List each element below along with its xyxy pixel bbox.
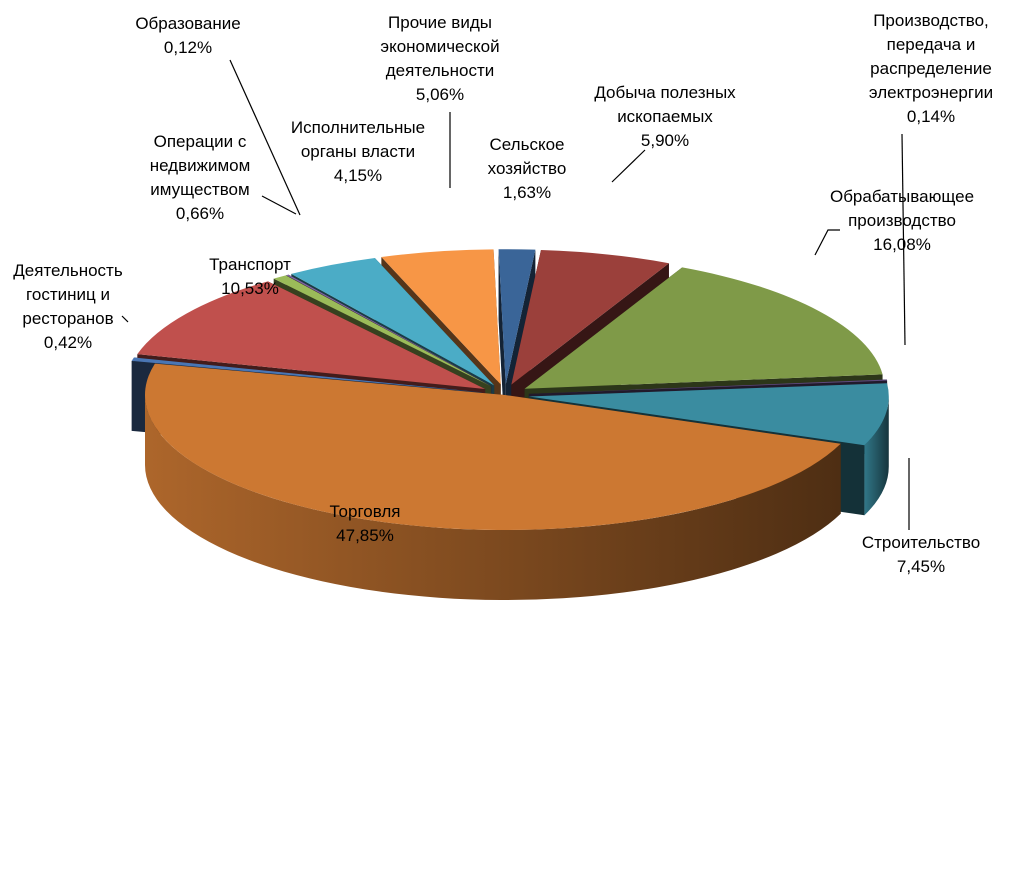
slice-top-2 [511,250,669,385]
slice-name-line: ресторанов [22,309,113,328]
slice-name-line: Образование [135,14,240,33]
slice-name-line: распределение [870,59,992,78]
slice-name-line: Операции с [154,132,247,151]
slice-name-line: Прочие виды [388,13,492,32]
slice-value-label: 4,15% [334,166,382,185]
slice-value-label: 0,66% [176,204,224,223]
slice-name-line: Транспорт [209,255,291,274]
leader-line-2 [611,149,646,183]
slice-top-12 [381,249,501,385]
slice-name-line: Обрабатывающее [830,187,974,206]
leader-line-7 [121,315,129,323]
pie-side-layer [131,249,889,600]
leader-line-9 [261,195,297,215]
slice-name-line: гостиниц и [26,285,110,304]
slice-name-line: хозяйство [488,159,567,178]
slice-name-line: производство [848,211,956,230]
slice-label-5: Строительство 7,45% [862,533,980,576]
slice-name-line: электроэнергии [869,83,993,102]
slice-label-2: Добыча полезных ископаемых 5,90% [594,83,736,150]
slice-top-7 [131,357,482,393]
slice-label-9: Операции с недвижимом имуществом 0,66% [150,132,251,223]
slice-side-6-0 [145,395,841,600]
slice-name-line: недвижимом [150,156,251,175]
leader-line-10 [229,59,301,216]
slice-name-line: имуществом [150,180,249,199]
slice-label-12: Прочие виды экономической деятельности 5,06… [380,13,499,104]
leader-line-4 [901,133,906,346]
slice-value-label: 47,85% [336,526,394,545]
slice-value-label: 5,90% [641,131,689,150]
slice-top-5 [528,383,889,446]
slice-name-line: экономической [380,37,499,56]
pie-slice-6 [144,363,841,600]
slice-value-label: 0,42% [44,333,92,352]
slice-label-8: Транспорт 10,53% [209,255,291,298]
slice-label-10: Образование 0,12% [135,14,240,57]
slice-name-line: Строительство [862,533,980,552]
slice-value-label: 10,53% [221,279,279,298]
slice-top-8 [137,281,486,389]
slice-name-line: передача и [887,35,976,54]
slice-value-label: 7,45% [897,557,945,576]
slice-label-11: Исполнительные органы власти 4,15% [291,118,425,185]
slice-name-line: Деятельность [13,261,123,280]
slice-name-line: Торговля [329,502,400,521]
slice-label-3: Обрабатывающее производство 16,08% [830,187,974,254]
leader-lines [121,59,910,530]
slice-value-label: 16,08% [873,235,931,254]
slice-top-6 [144,363,841,530]
slice-value-label: 5,06% [416,85,464,104]
slice-top-9 [273,275,491,387]
slice-name-line: Сельское [490,135,565,154]
slice-value-label: 0,14% [907,107,955,126]
slice-label-1: Сельское хозяйство 1,63% [488,135,567,202]
slice-side-5-0 [864,396,889,516]
slice-name-line: органы власти [301,142,415,161]
slice-top-11 [291,257,495,386]
slice-name-line: Производство, [873,11,989,30]
slice-top-4 [528,379,888,394]
slice-top-1 [498,249,536,385]
slice-labels: Сельское хозяйство 1,63% Добыча полезных иск… [13,11,993,576]
slice-top-10 [286,274,492,387]
slice-top-3 [524,267,883,389]
slice-value-label: 0,12% [164,38,212,57]
slice-label-7: Деятельность гостиниц и ресторанов 0,42% [13,261,123,352]
slice-value-label: 1,63% [503,183,551,202]
slice-name-line: Исполнительные [291,118,425,137]
slice-name-line: деятельности [386,61,494,80]
slice-name-line: Добыча полезных [594,83,736,102]
leader-line-3 [814,229,840,256]
slice-label-4: Производство, передача и распределение элек… [869,11,993,126]
slice-name-line: ископаемых [617,107,713,126]
slice-label-6: Торговля 47,85% [329,502,400,545]
